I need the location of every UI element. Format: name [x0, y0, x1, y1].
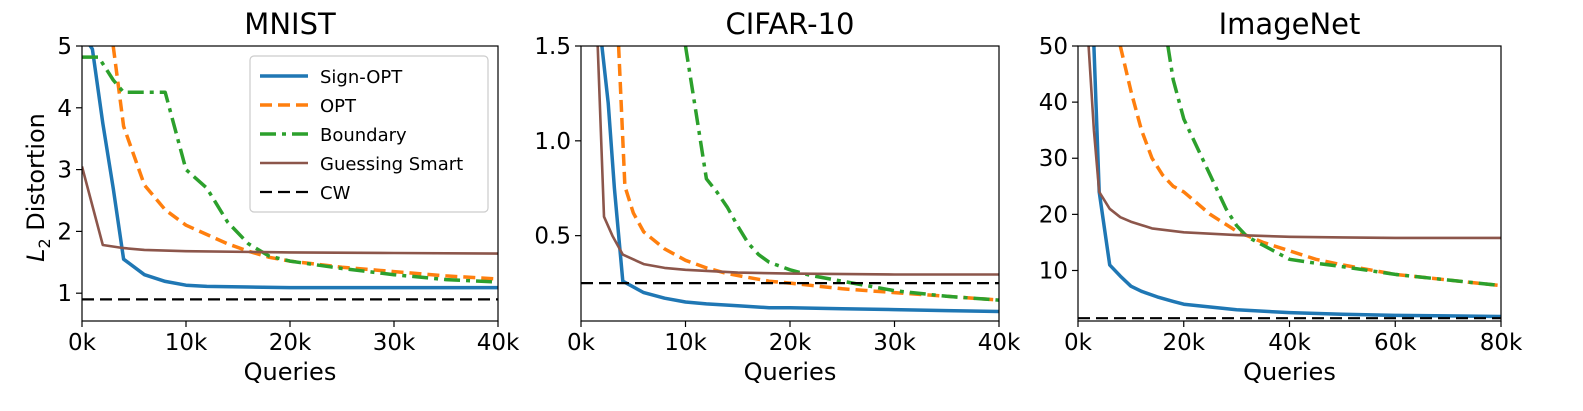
chart-imagenet-ytick-label: 20 — [1039, 202, 1068, 228]
chart-cifar-10-xtick-label: 10k — [664, 330, 707, 356]
chart-imagenet-xtick-label: 80k — [1480, 330, 1523, 356]
chart-mnist-legend-frame — [249, 55, 489, 213]
chart-mnist-ylabel: L2 Distortion — [22, 113, 54, 262]
chart-mnist-xlabel: Queries — [244, 358, 337, 386]
chart-imagenet: 0k 20k 40k 60k 80k 10 20 30 40 50 ImageNet Queries — [1039, 7, 1523, 386]
chart-mnist-ytick-label: 2 — [57, 219, 72, 245]
chart-imagenet-series-group — [1078, 46, 1501, 320]
chart-imagenet-xtick-label: 60k — [1374, 330, 1417, 356]
chart-cifar-10-series-group — [581, 46, 999, 314]
chart-mnist-legend-label-cw: CW — [320, 183, 351, 204]
chart-imagenet-ytick-label: 30 — [1039, 146, 1068, 172]
chart-imagenet-ytick-label: 10 — [1039, 258, 1068, 284]
chart-mnist-series-group — [82, 46, 498, 301]
chart-mnist: 0k 10k 20k 30k 40k 1 2 3 4 5 MNIST Queries L2 Distor… — [22, 7, 520, 386]
chart-mnist-xtick-label: 20k — [269, 330, 312, 356]
chart-imagenet-xtick-label: 20k — [1162, 330, 1205, 356]
chart-mnist-ytick-label: 1 — [57, 281, 72, 307]
chart-mnist-xtick-label: 40k — [477, 330, 520, 356]
chart-mnist-series-sign-opt — [88, 46, 498, 290]
chart-cifar-10-xtick-label: 20k — [769, 330, 812, 356]
chart-mnist-legend-label-opt: OPT — [320, 96, 357, 117]
chart-mnist-series-opt — [111, 46, 498, 281]
chart-mnist-title: MNIST — [244, 7, 336, 41]
chart-cifar-10-xtick-label: 30k — [873, 330, 916, 356]
chart-mnist-legend-label-sign-opt: Sign-OPT — [320, 67, 403, 88]
chart-mnist-ytick-label: 5 — [57, 34, 72, 60]
chart-imagenet-ytick-label: 50 — [1039, 34, 1068, 60]
chart-imagenet-series-sign-opt — [1092, 46, 1501, 319]
chart-cifar-10-xlabel: Queries — [744, 358, 837, 386]
chart-imagenet-xtick-label: 0k — [1064, 330, 1093, 356]
chart-cifar-10-title: CIFAR-10 — [726, 7, 855, 41]
chart-cifar-10-xtick-label: 40k — [978, 330, 1021, 356]
chart-cifar-10-frame — [580, 45, 1000, 322]
chart-imagenet-xlabel: Queries — [1243, 358, 1336, 386]
chart-mnist-series-boundary — [82, 55, 498, 284]
chart-cifar-10-ytick-label: 1.5 — [534, 34, 571, 60]
chart-imagenet-xtick-label: 40k — [1268, 330, 1311, 356]
chart-cifar-10-series-sign-opt — [600, 46, 999, 314]
chart-imagenet-series-opt — [1118, 46, 1501, 288]
chart-cifar-10-ytick-label: 0.5 — [534, 224, 571, 250]
chart-imagenet-ytick-label: 40 — [1039, 90, 1068, 116]
chart-cifar-10-series-boundary — [683, 46, 999, 302]
chart-mnist-ytick-label: 4 — [57, 96, 72, 122]
chart-cifar-10-series-opt — [616, 46, 999, 302]
chart-mnist-series-guessing-smart — [82, 166, 498, 255]
chart-mnist-legend-label-guessing-smart: Guessing Smart — [320, 154, 463, 175]
chart-cifar-10-ytick-label: 1.0 — [534, 129, 571, 155]
chart-mnist-ytick-label: 3 — [57, 158, 72, 184]
chart-mnist-xtick-label: 30k — [373, 330, 416, 356]
chart-mnist-legend: Sign-OPT OPT Boundary Guessing Smart CW — [249, 55, 489, 213]
chart-mnist-xtick-label: 10k — [165, 330, 208, 356]
chart-imagenet-series-boundary — [1166, 46, 1501, 288]
chart-cifar-10-series-guessing-smart — [596, 46, 999, 276]
chart-cifar-10: 0k 10k 20k 30k 40k 0.5 1.0 1.5 CIFAR-10 Queries — [534, 7, 1021, 386]
chart-mnist-legend-label-boundary: Boundary — [320, 125, 407, 146]
chart-imagenet-series-guessing-smart — [1087, 46, 1501, 240]
chart-imagenet-title: ImageNet — [1219, 7, 1361, 41]
chart-mnist-xtick-label: 0k — [68, 330, 97, 356]
chart-cifar-10-xtick-label: 0k — [567, 330, 596, 356]
